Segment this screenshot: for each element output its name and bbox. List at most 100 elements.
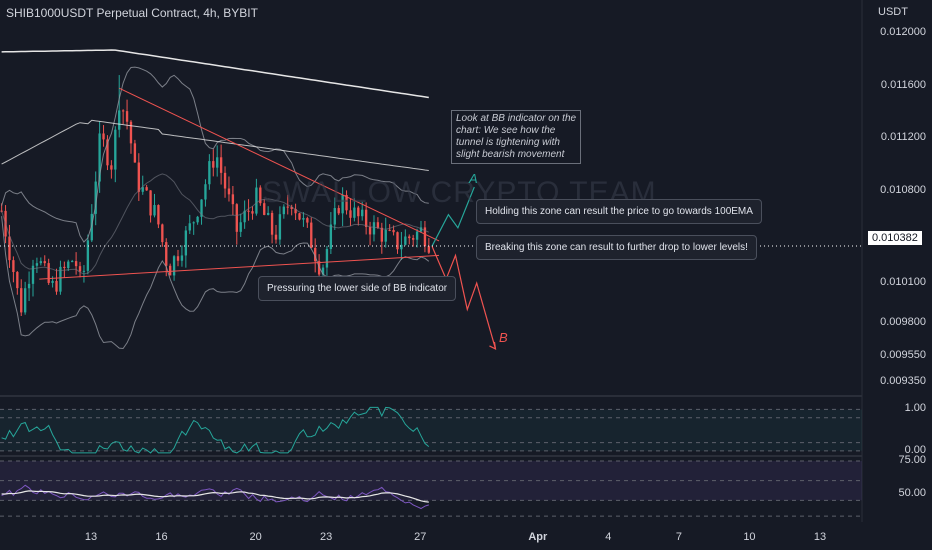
price-axis-tick: 0.009350 [880, 374, 926, 387]
candle-body [78, 266, 82, 272]
candle-body [27, 283, 31, 289]
time-axis-tick: 13 [813, 531, 827, 543]
candle-body [404, 236, 407, 245]
candle-body [310, 222, 313, 248]
candle-body [125, 111, 129, 122]
candle-body [165, 242, 168, 266]
candle-body [90, 213, 93, 241]
bb-note-line: Look at BB indicator on the [456, 113, 577, 124]
candle-body [114, 129, 117, 170]
candle-body [102, 133, 105, 140]
candle-body [192, 222, 195, 224]
candle-body [278, 214, 282, 240]
price-axis-tick: 0.011200 [880, 131, 926, 144]
candle-body [239, 222, 242, 232]
candle-body [39, 261, 43, 264]
currency-label: USDT [878, 6, 908, 18]
bb-note-line: chart: We see how the [456, 125, 556, 136]
candle-body [306, 218, 309, 223]
stoch-axis-tick: 1.00 [904, 402, 926, 415]
time-axis-tick: 13 [84, 531, 98, 543]
candle-body [411, 238, 415, 240]
candle-body [86, 240, 90, 271]
candle-body [423, 227, 427, 247]
projection-b-arrowhead [489, 341, 497, 350]
candle-body [392, 230, 395, 233]
candle-body [121, 110, 125, 112]
candle-body [314, 247, 317, 262]
candle-body [176, 256, 180, 261]
candle-body [208, 161, 211, 185]
rsi-axis-tick: 75.00 [898, 453, 926, 466]
candle-body [400, 244, 403, 250]
bb-basis [1, 173, 429, 275]
candle-body [31, 265, 35, 284]
chart-title: SHIB1000USDT Perpetual Contract, 4h, BYB… [6, 6, 258, 20]
candle-body [415, 231, 419, 240]
candle-body [200, 199, 203, 217]
label-b: B [499, 330, 508, 345]
candle-body [168, 265, 172, 276]
candle-body [286, 206, 289, 208]
time-axis-tick: 10 [743, 531, 756, 543]
price-axis-tick: 0.010100 [880, 276, 926, 289]
candle-body [255, 187, 258, 214]
price-axis-tick: 0.012000 [880, 25, 926, 38]
candle-body [384, 229, 387, 242]
candle-body [243, 210, 246, 223]
candle-body [216, 157, 219, 168]
candle-body [51, 280, 54, 283]
candle-body [376, 222, 380, 228]
candle-body [298, 213, 301, 220]
candle-body [329, 224, 333, 249]
candle-body [396, 232, 399, 250]
candle-body [372, 222, 376, 235]
candle-body [357, 207, 360, 217]
candle-body [219, 157, 223, 173]
candle-body [263, 203, 266, 215]
time-axis-tick: 7 [675, 531, 682, 543]
candle-body [266, 212, 270, 215]
pressuring-note: Pressuring the lower side of BB indicato… [258, 276, 457, 301]
stoch-rsi-line [1, 406, 430, 454]
breaking-zone-note: Breaking this zone can result to further… [476, 235, 757, 260]
candle-body [23, 288, 27, 313]
bb-note-line: slight bearish movement [456, 149, 565, 160]
candle-body [20, 288, 23, 313]
time-axis-tick: 16 [155, 531, 168, 543]
candle-body [172, 256, 176, 276]
candle-body [110, 165, 113, 170]
candle-body [98, 133, 101, 182]
candle-body [361, 209, 364, 217]
bb-upper [1, 66, 429, 243]
candle-body [71, 261, 74, 263]
candle-body [118, 110, 121, 130]
ema-100 [1, 49, 429, 99]
candle-body [349, 210, 352, 218]
rsi-ma-line [1, 490, 429, 503]
candle-body [133, 143, 137, 163]
candle-body [137, 162, 140, 192]
rsi-band [0, 460, 862, 501]
candle-body [161, 224, 164, 243]
time-axis-tick: 20 [249, 531, 262, 543]
candle-body [94, 181, 97, 214]
candle-body [337, 208, 340, 214]
support-trendline [39, 254, 440, 280]
projection-b [431, 245, 497, 350]
bb-note: Look at BB indicator on the chart: We se… [451, 110, 582, 164]
candle-body [153, 205, 156, 216]
ema-50 [1, 119, 429, 171]
candle-body [196, 216, 199, 223]
candle-body [290, 206, 293, 209]
time-axis-tick: 27 [414, 531, 427, 543]
candle-body [106, 139, 109, 166]
candle-body [341, 195, 344, 214]
candle-body [353, 207, 356, 218]
time-axis-tick: Apr [528, 531, 548, 543]
candle-body [74, 261, 78, 267]
stoch-axis-tick: 0.00 [904, 443, 926, 456]
candle-body [180, 255, 184, 261]
